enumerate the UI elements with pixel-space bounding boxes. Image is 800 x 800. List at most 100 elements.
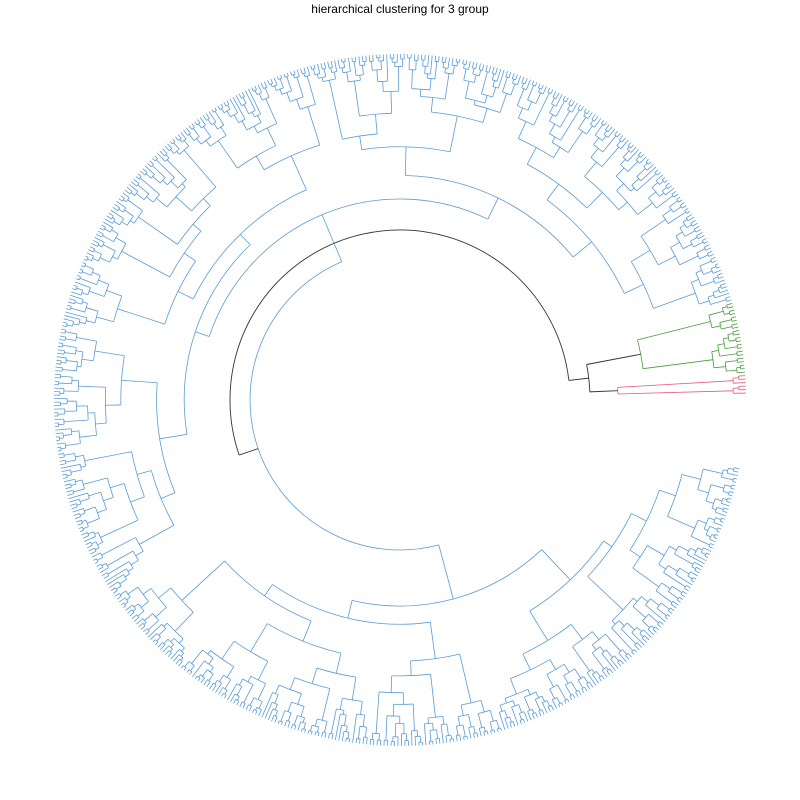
merge-arc	[583, 115, 589, 120]
leaf-branch	[440, 724, 444, 744]
leaf-branch	[564, 700, 567, 704]
branch-segment	[658, 255, 676, 266]
merge-arc	[724, 362, 727, 372]
branch-segment	[620, 159, 626, 165]
branch-segment	[690, 236, 698, 242]
leaf-branch	[508, 72, 512, 78]
branch-segment	[703, 270, 713, 275]
branch-segment	[444, 73, 450, 100]
branch-segment	[684, 230, 696, 237]
branch-segment	[65, 338, 76, 342]
merge-arc	[64, 329, 66, 334]
branch-segment	[465, 81, 470, 99]
leaf-branch	[656, 171, 661, 176]
merge-arc	[703, 247, 707, 251]
leaf-branch	[76, 519, 82, 523]
branch-segment	[170, 180, 179, 189]
branch-segment	[578, 117, 587, 129]
branch-segment	[302, 717, 305, 723]
leaf-branch	[126, 187, 133, 192]
leaf-branch	[258, 709, 262, 716]
branch-segment	[586, 192, 603, 209]
branch-segment	[70, 469, 82, 473]
merge-arc	[445, 734, 452, 737]
merge-arc	[687, 571, 691, 577]
leaf-branch	[736, 340, 741, 343]
branch-segment	[97, 244, 103, 248]
branch-segment	[624, 284, 644, 294]
branch-segment	[727, 333, 734, 335]
merge-arc	[549, 112, 557, 117]
leaf-branch	[368, 55, 371, 62]
branch-segment	[335, 653, 342, 674]
leaf-branch	[686, 213, 693, 219]
branch-segment	[293, 715, 298, 726]
leaf-branch	[69, 498, 80, 503]
branch-segment	[321, 214, 343, 262]
merge-arc	[253, 697, 263, 702]
branch-segment	[99, 257, 110, 263]
branch-segment	[605, 649, 613, 658]
merge-arc	[329, 732, 334, 735]
branch-segment	[254, 90, 258, 95]
branch-segment	[450, 735, 452, 740]
leaf-branch	[147, 624, 163, 638]
merge-arc	[331, 71, 337, 73]
branch-segment	[690, 547, 697, 552]
leaf-branch	[455, 735, 458, 742]
branch-segment	[541, 549, 571, 581]
branch-segment	[390, 91, 393, 114]
merge-arc	[272, 584, 431, 625]
merge-arc	[267, 623, 342, 654]
merge-arc	[730, 484, 732, 489]
leaf-branch	[273, 77, 278, 86]
merge-arc	[248, 110, 256, 115]
merge-arc	[627, 145, 631, 149]
merge-arc	[177, 179, 187, 189]
branch-segment	[173, 142, 180, 150]
leaf-branch	[127, 609, 133, 614]
branch-segment	[712, 289, 720, 293]
leaf-branch	[535, 712, 539, 718]
leaf-branch	[286, 72, 289, 77]
leaf-branch	[463, 736, 465, 741]
branch-segment	[289, 677, 296, 690]
merge-arc	[465, 97, 486, 104]
leaf-branch	[261, 692, 274, 718]
leaf-branch	[728, 494, 733, 497]
leaf-branch	[63, 318, 74, 322]
leaf-branch	[61, 328, 66, 331]
leaf-branch	[696, 231, 703, 237]
leaf-branch	[672, 600, 679, 606]
leaf-branch	[337, 59, 340, 69]
merge-arc	[279, 720, 283, 723]
merge-arc	[123, 483, 139, 521]
leaf-branch	[112, 590, 118, 594]
merge-arc	[242, 678, 254, 685]
leaf-branch	[637, 151, 642, 156]
leaf-branch	[188, 125, 193, 130]
branch-segment	[533, 92, 550, 126]
leaf-branch	[55, 432, 63, 434]
leaf-branch	[206, 681, 211, 688]
leaf-branch	[386, 54, 389, 82]
branch-segment	[722, 491, 730, 494]
branch-segment	[656, 195, 674, 209]
leaf-branch	[297, 721, 302, 731]
leaf-branch	[640, 154, 644, 158]
branch-segment	[527, 101, 533, 111]
merge-arc	[472, 67, 476, 69]
merge-arc	[735, 338, 737, 342]
merge-arc	[223, 108, 231, 114]
leaf-branch	[473, 733, 475, 738]
merge-arc	[551, 141, 569, 153]
leaf-branch	[714, 292, 730, 299]
leaf-branch	[691, 580, 695, 583]
merge-arc	[164, 260, 196, 325]
merge-arc	[603, 133, 609, 138]
merge-arc	[94, 506, 100, 519]
branch-segment	[253, 125, 258, 134]
branch-segment	[499, 705, 503, 712]
branch-segment	[518, 713, 523, 720]
leaf-branch	[267, 80, 270, 85]
